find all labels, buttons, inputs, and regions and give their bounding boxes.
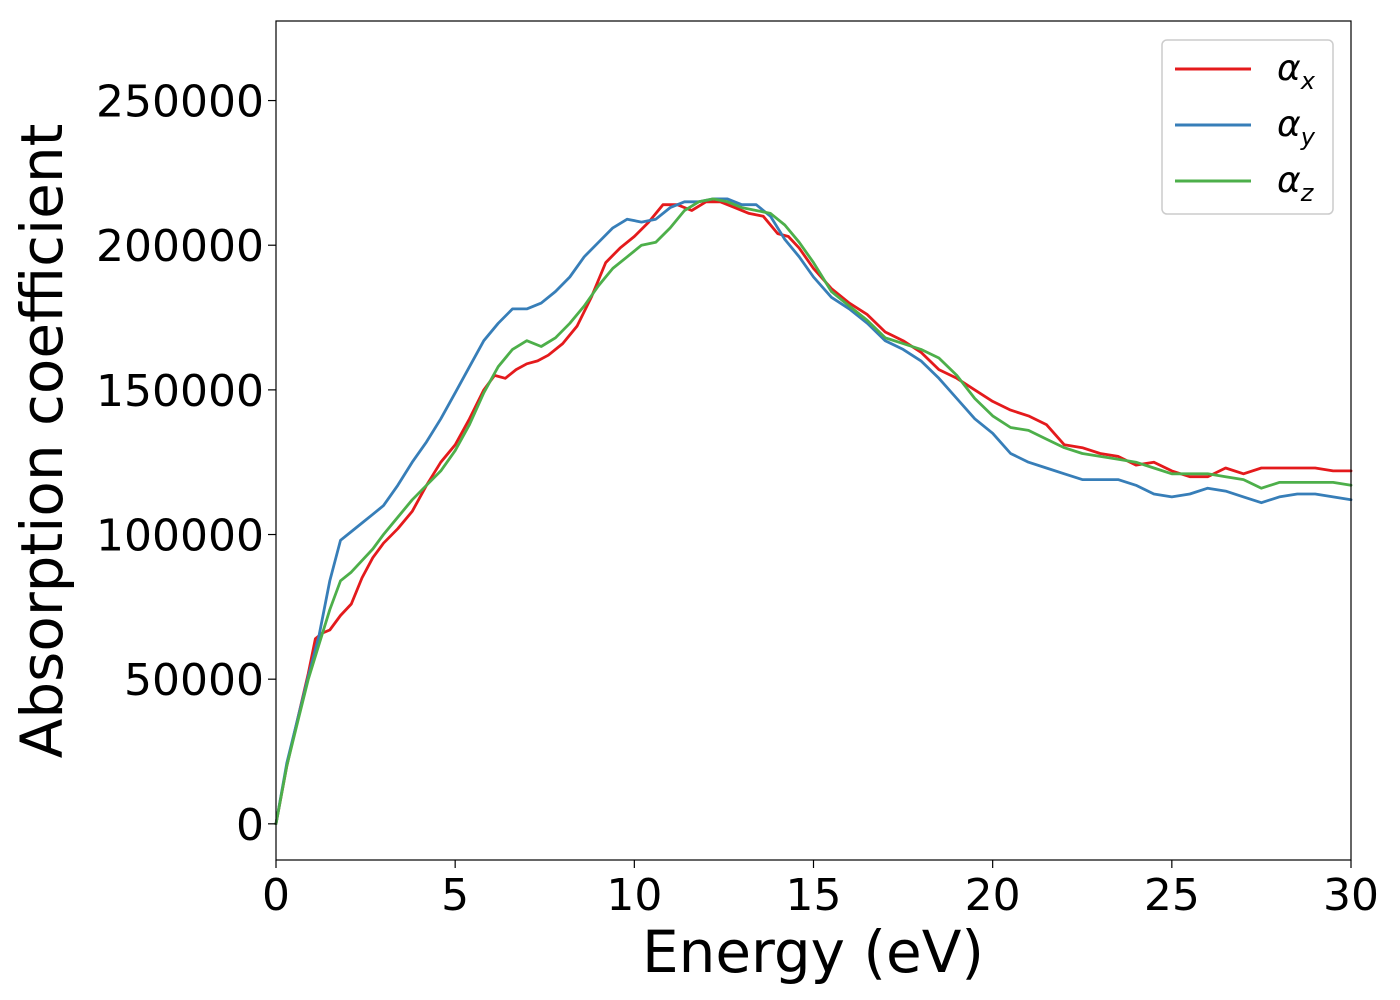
y-tick-label: 250000 [96,77,264,128]
y-tick-label: 150000 [96,366,264,417]
legend-symbol: α [1277,104,1301,145]
ticks-layer: 0 5 10 15 20 25 30 0 50000 100000 150000 200000 2500… [96,77,1379,921]
x-tick-label: 30 [1323,870,1379,921]
series-line-z [274,197,1353,826]
legend-label-x: αx [1277,48,1316,95]
y-axis-label: Absorption coefficient [8,124,76,759]
legend-subscript: x [1300,67,1316,95]
series-line-x [274,200,1353,826]
series-layer [274,197,1353,826]
y-tick-label: 200000 [96,221,264,272]
legend-subscript: y [1300,123,1316,151]
legend-label-z: αz [1277,160,1315,207]
x-tick-label: 5 [441,870,469,921]
y-tick-label: 0 [236,800,264,851]
legend-box [1161,39,1334,215]
legend-subscript: z [1300,179,1315,207]
x-tick-label: 0 [262,870,290,921]
legend-symbol: α [1277,160,1301,201]
y-tick-label: 100000 [96,511,264,562]
legend-symbol: α [1277,48,1301,89]
x-tick-label: 10 [606,870,662,921]
x-tick-label: 25 [1144,870,1200,921]
x-tick-label: 15 [786,870,842,921]
x-tick-label: 20 [965,870,1021,921]
series-line-y [274,197,1353,826]
x-axis-label: Energy (eV) [642,918,984,986]
legend-label-y: αy [1277,104,1316,151]
y-tick-label: 50000 [124,655,264,706]
